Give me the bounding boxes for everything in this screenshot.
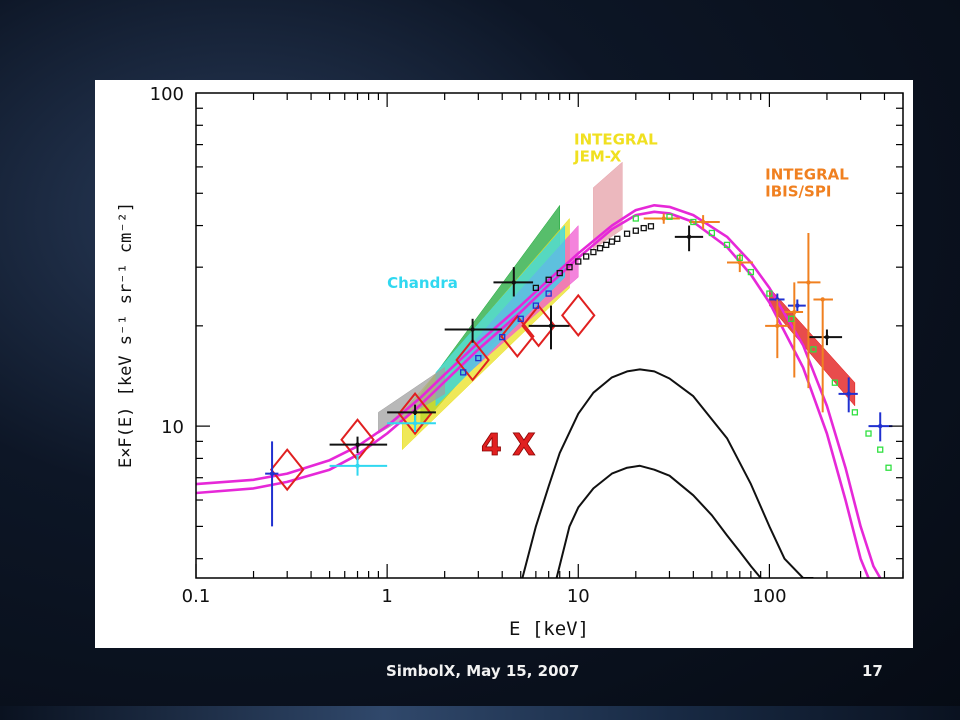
red-diamond-marker: [397, 392, 433, 436]
annotation-line: INTEGRAL: [765, 165, 849, 183]
data-point-marker: [747, 268, 755, 276]
data-point-marker: [788, 315, 795, 322]
instrument-label: Chandra: [387, 274, 458, 292]
data-point-marker: [640, 224, 647, 232]
data-point-marker: [831, 379, 839, 386]
data-points: [265, 213, 893, 527]
data-point: [700, 219, 706, 225]
data-point: [795, 303, 800, 308]
instrument-label: INTEGRAL JEM-X: [573, 131, 658, 166]
y-tick-label: 100: [150, 84, 184, 105]
data-point-marker: [810, 346, 817, 353]
data-point: [820, 297, 825, 302]
data-point-marker: [623, 230, 631, 237]
data-point-marker: [556, 269, 563, 277]
red-diamond-marker: [560, 293, 596, 337]
annotation-line: 4 X: [481, 428, 535, 463]
data-point-marker: [632, 215, 639, 222]
data-point: [846, 391, 851, 397]
data-point: [511, 280, 517, 285]
annotation-line: IBIS/SPI: [765, 182, 831, 200]
data-point-marker: [708, 229, 716, 237]
data-point-marker: [517, 315, 524, 322]
data-point-marker: [532, 302, 540, 309]
data-point-marker: [690, 218, 697, 226]
model-curve: [196, 210, 870, 578]
data-point-marker: [666, 213, 673, 220]
data-point: [470, 327, 475, 332]
data-point-marker: [851, 409, 859, 416]
y-axis-label: E×F(E) [keV s⁻¹ sr⁻¹ cm⁻²]: [116, 202, 136, 468]
annotation-line: JEM-X: [573, 148, 622, 166]
slide-footer-text: SimbolX, May 15, 2007: [386, 662, 580, 680]
data-band: [378, 366, 445, 434]
component-curve: [521, 368, 814, 578]
data-point-marker: [614, 235, 621, 242]
data-point-marker: [545, 276, 552, 283]
red-diamond-marker: [269, 448, 305, 492]
annotation-line: INTEGRAL: [574, 131, 658, 149]
instrument-label: INTEGRAL IBIS/SPI: [765, 165, 849, 200]
data-point-marker: [596, 245, 604, 252]
x-tick-label: 100: [752, 586, 786, 607]
data-point: [661, 216, 666, 221]
x-tick-label: 10: [567, 586, 590, 607]
chart-background: [95, 80, 913, 648]
data-point: [806, 280, 811, 285]
data-point-marker: [647, 223, 655, 230]
x-axis-label: E [keV]: [509, 618, 589, 640]
red-diamond-marker: [500, 314, 535, 358]
data-point: [792, 309, 797, 315]
data-point-marker: [460, 369, 467, 376]
data-point: [355, 463, 360, 469]
data-point-marker: [885, 464, 892, 471]
data-point: [548, 323, 554, 329]
slide-bottom-bar: [0, 706, 960, 720]
data-point-marker: [603, 241, 610, 249]
red-diamond-marker: [455, 338, 490, 382]
data-point-marker: [499, 333, 506, 341]
data-point: [737, 260, 742, 265]
data-point: [878, 423, 883, 429]
data-point-marker: [583, 253, 590, 260]
data-point: [412, 410, 418, 415]
axes: 0.1 1 10 100 10 100: [150, 84, 904, 607]
data-point-marker: [532, 284, 540, 292]
data-point: [269, 471, 275, 476]
data-point-marker: [590, 248, 597, 256]
data-point-marker: [877, 446, 884, 453]
data-point: [775, 323, 780, 329]
data-point-marker: [545, 290, 552, 297]
data-point-marker: [632, 227, 639, 234]
data-point: [824, 334, 830, 340]
red-diamond-marker: [521, 304, 556, 348]
model-curves: [196, 204, 882, 578]
plot-frame: [195, 92, 904, 579]
data-point-marker: [736, 254, 743, 261]
data-point: [686, 234, 692, 240]
annotation-line: Chandra: [387, 274, 458, 292]
data-point: [775, 297, 780, 302]
data-point-marker: [566, 264, 573, 271]
x-tick-label: 0.1: [182, 586, 211, 607]
data-point-marker: [723, 241, 731, 249]
data-point-marker: [865, 430, 872, 437]
slide-page-number: 17: [862, 662, 883, 680]
x-tick-label: 1: [381, 586, 392, 607]
data-point-marker: [575, 258, 582, 265]
data-point-marker: [475, 354, 482, 362]
data-point: [355, 442, 360, 447]
y-tick-label: 10: [161, 417, 184, 438]
component-curve: [555, 464, 762, 578]
scale-annotation: 4 X: [481, 428, 535, 463]
data-point-marker: [766, 290, 773, 297]
data-point: [412, 421, 418, 426]
